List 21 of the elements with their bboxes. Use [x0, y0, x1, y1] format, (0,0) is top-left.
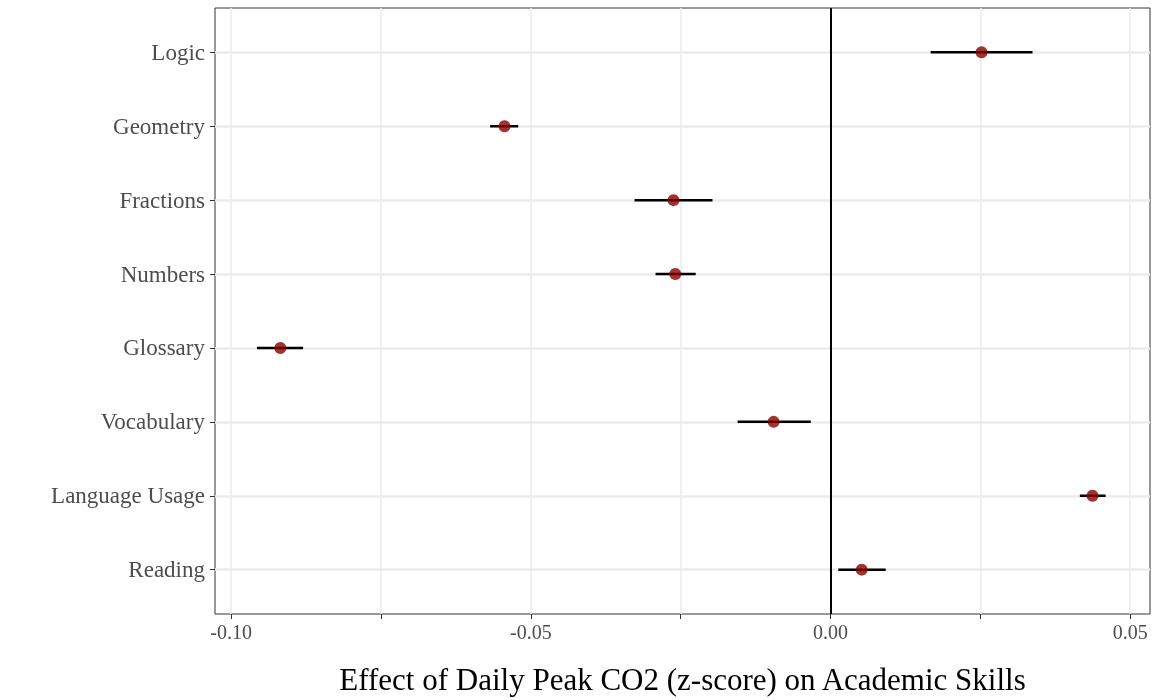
- point: [498, 120, 511, 133]
- y-tick-label: Language Usage: [51, 483, 205, 509]
- x-tick-label: -0.05: [510, 621, 552, 643]
- x-axis-title: Effect of Daily Peak CO2 (z-score) on Academic Skills: [339, 662, 1026, 697]
- y-tick-label: Reading: [128, 557, 206, 583]
- point: [667, 194, 680, 207]
- y-tick-label: Vocabulary: [100, 409, 206, 435]
- point: [669, 268, 682, 281]
- y-tick-label: Logic: [151, 39, 205, 65]
- y-tick-label: Geometry: [113, 113, 206, 139]
- point: [975, 46, 988, 59]
- point: [855, 563, 868, 576]
- point: [767, 415, 780, 428]
- point: [274, 341, 287, 354]
- x-tick-label: 0.00: [813, 621, 849, 643]
- point: [1086, 489, 1099, 502]
- y-tick-label: Numbers: [120, 261, 206, 287]
- y-tick-label: Glossary: [123, 335, 206, 361]
- x-tick-label: 0.05: [1112, 621, 1148, 643]
- y-tick-label: Fractions: [119, 187, 206, 213]
- x-tick-label: -0.10: [210, 621, 253, 643]
